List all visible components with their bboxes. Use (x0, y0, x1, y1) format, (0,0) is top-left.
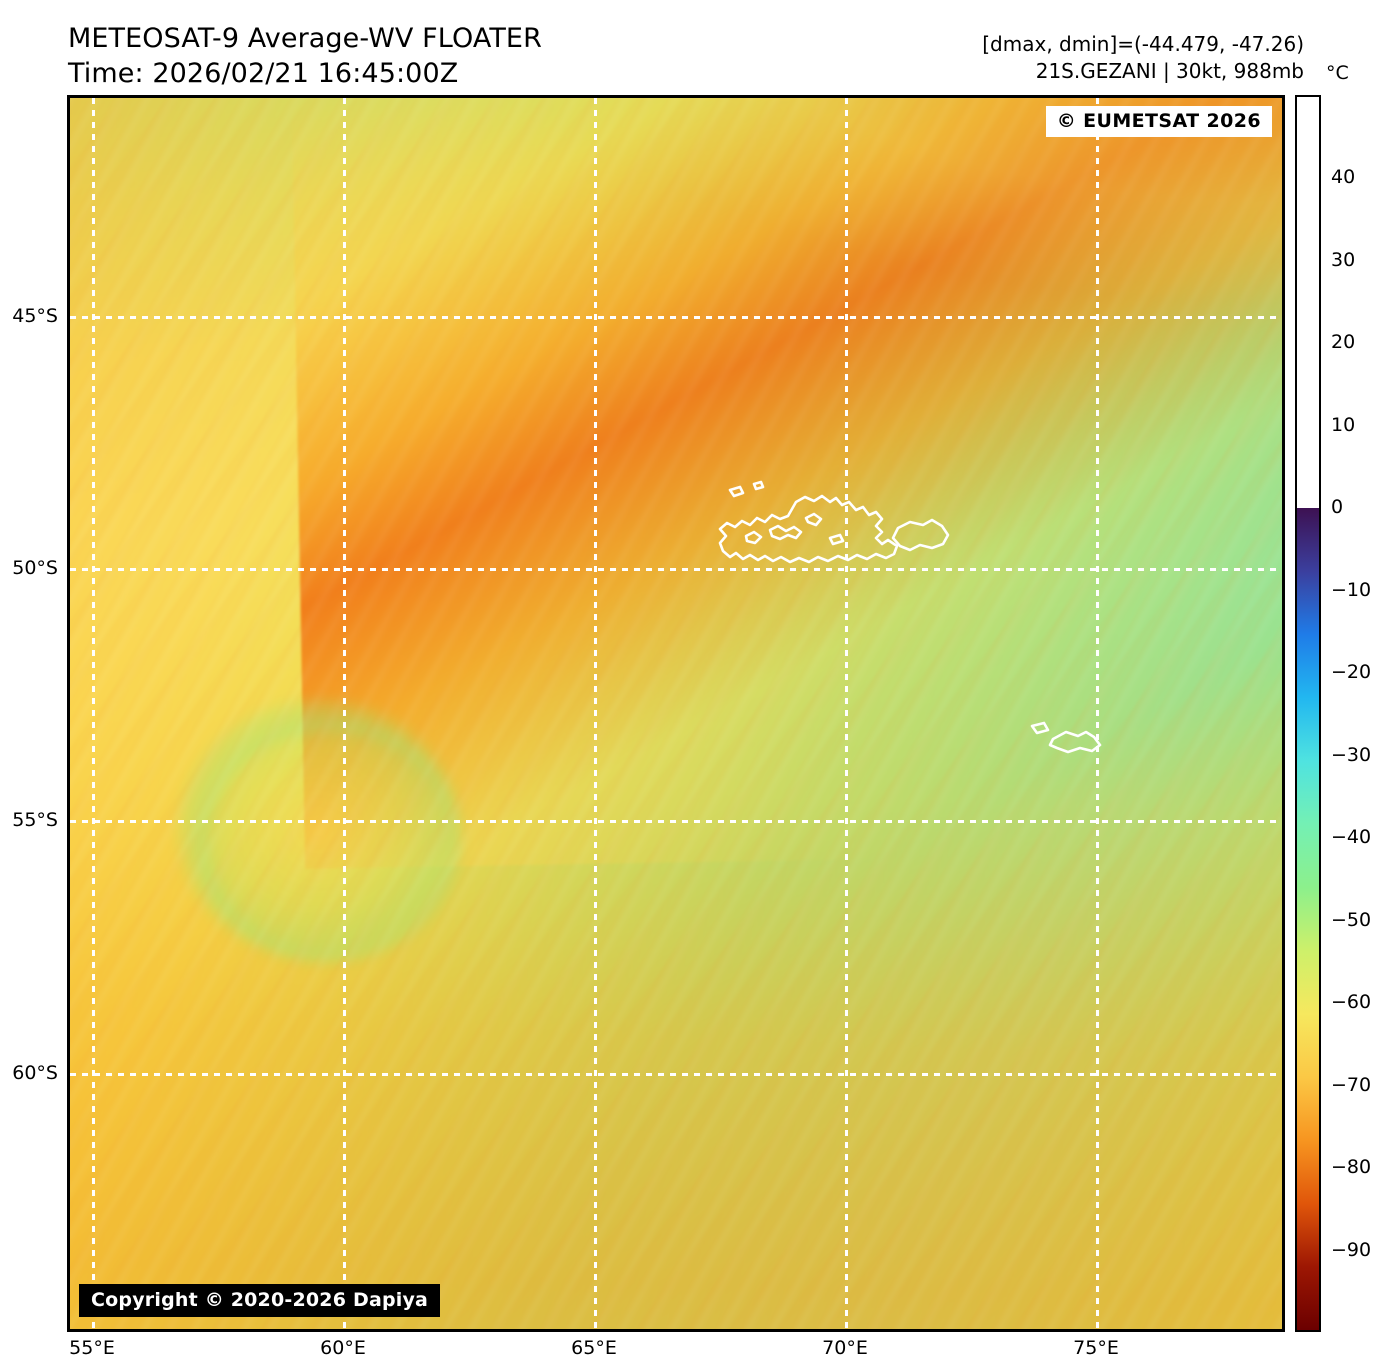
colorbar-tick-label: −60 (1331, 991, 1372, 1014)
colorbar-tick-label: 40 (1331, 166, 1356, 189)
copyright-attribution-badge: Copyright © 2020-2026 Dapiya (79, 1284, 441, 1317)
colorbar-tick-label: −30 (1331, 743, 1372, 766)
timestamp-label: Time: 2026/02/21 16:45:00Z (68, 57, 459, 89)
water-vapor-imagery (70, 98, 1282, 1329)
y-tick-label: 50°S (12, 557, 58, 579)
colorbar-tick-label: −10 (1331, 578, 1372, 601)
colorbar-tick-label: −70 (1331, 1073, 1372, 1096)
imagery-smoothing-layer (70, 98, 1282, 1329)
page-title: METEOSAT-9 Average-WV FLOATER (68, 23, 542, 54)
y-tick-label: 55°S (12, 809, 58, 831)
temperature-colorbar[interactable] (1295, 95, 1321, 1332)
x-tick-label: 55°E (69, 1337, 115, 1359)
eumetsat-attribution-badge: © EUMETSAT 2026 (1045, 106, 1272, 137)
colorbar-tick-label: −90 (1331, 1238, 1372, 1261)
colorbar-tick-label: 20 (1331, 331, 1356, 354)
colorbar-unit-label: °C (1326, 62, 1349, 84)
x-tick-label: 75°E (1073, 1337, 1119, 1359)
x-tick-label: 70°E (822, 1337, 868, 1359)
colorbar-tick-label: −80 (1331, 1156, 1372, 1179)
title-block: METEOSAT-9 Average-WV FLOATER Time: 2026… (68, 22, 542, 91)
colorbar-tick-label: 10 (1331, 413, 1356, 436)
colorbar-tick-label: 30 (1331, 248, 1356, 271)
colorbar-gradient (1297, 97, 1319, 1330)
dmax-dmin-label: [dmax, dmin]=(-44.479, -47.26) (982, 32, 1304, 56)
satellite-map-panel[interactable]: © EUMETSAT 2026 Copyright © 2020-2026 Da… (67, 95, 1285, 1332)
y-tick-label: 45°S (12, 305, 58, 327)
colorbar-tick-label: −20 (1331, 661, 1372, 684)
y-tick-label: 60°S (12, 1062, 58, 1084)
metadata-block: [dmax, dmin]=(-44.479, -47.26) 21S.GEZAN… (982, 31, 1304, 84)
storm-info-label: 21S.GEZANI | 30kt, 988mb (1035, 58, 1304, 83)
colorbar-tick-label: −50 (1331, 908, 1372, 931)
colorbar-tick-label: −40 (1331, 826, 1372, 849)
x-tick-label: 60°E (320, 1337, 366, 1359)
x-tick-label: 65°E (571, 1337, 617, 1359)
colorbar-tick-label: 0 (1331, 496, 1344, 519)
